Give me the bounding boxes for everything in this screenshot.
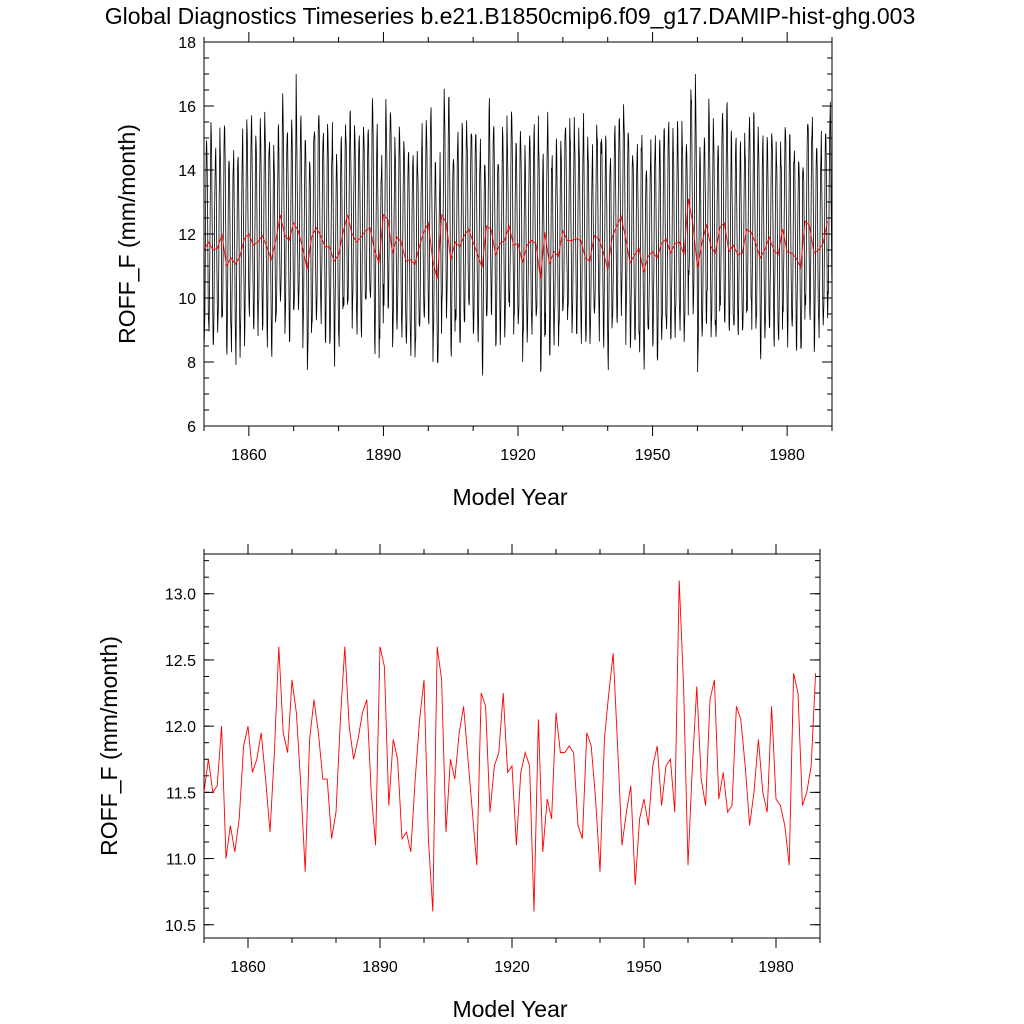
- top-series: [203, 73, 833, 376]
- bottom-panel: 10.5 11.0 11.5 12.0 12.5 13.0 1860 1890 1920 195…: [96, 544, 821, 1022]
- x-tick-label: 1950: [635, 447, 671, 464]
- bottom-x-ticks: 1860 1890 1920 1950 1980: [203, 544, 821, 976]
- y-tick-label: 11.0: [166, 852, 196, 869]
- y-tick-label: 6: [187, 419, 196, 436]
- top-panel: 6 8 10 12 14 16 18 1860 1890 1920 1950 1980 Model …: [114, 32, 833, 510]
- y-tick-label: 12.0: [165, 719, 196, 736]
- y-tick-label: 18: [178, 35, 196, 52]
- bottom-y-axis-label: ROFF_F (mm/month): [96, 636, 122, 856]
- y-tick-label: 12.5: [165, 653, 196, 670]
- bottom-series: [203, 580, 817, 912]
- y-tick-label: 8: [187, 355, 196, 372]
- figure-title: Global Diagnostics Timeseries b.e21.B185…: [105, 3, 916, 29]
- x-tick-label: 1860: [230, 959, 266, 976]
- bottom-y-ticks: 10.5 11.0 11.5 12.0 12.5 13.0: [165, 560, 820, 935]
- annual-series-line: [203, 580, 817, 912]
- y-tick-label: 10.5: [165, 918, 196, 935]
- y-tick-label: 12: [178, 227, 196, 244]
- y-tick-label: 11.5: [166, 785, 196, 802]
- x-tick-label: 1920: [494, 959, 530, 976]
- top-y-axis-label: ROFF_F (mm/month): [114, 124, 140, 344]
- x-tick-label: 1920: [500, 447, 536, 464]
- y-tick-label: 16: [178, 99, 196, 116]
- bottom-plot-frame: [203, 553, 821, 939]
- x-tick-label: 1980: [758, 959, 794, 976]
- x-tick-label: 1980: [769, 447, 805, 464]
- top-x-ticks: 1860 1890 1920 1950 1980: [203, 32, 833, 464]
- top-y-ticks: 6 8 10 12 14 16 18: [178, 35, 832, 436]
- annual-series-line: [203, 198, 828, 279]
- x-tick-label: 1890: [362, 959, 398, 976]
- y-tick-label: 14: [178, 163, 196, 180]
- top-x-axis-label: Model Year: [452, 484, 567, 510]
- x-tick-label: 1890: [366, 447, 402, 464]
- y-tick-label: 13.0: [165, 587, 196, 604]
- bottom-x-axis-label: Model Year: [452, 996, 567, 1022]
- y-tick-label: 10: [178, 291, 196, 308]
- top-plot-frame: [203, 41, 833, 427]
- x-tick-label: 1950: [626, 959, 662, 976]
- x-tick-label: 1860: [231, 447, 267, 464]
- monthly-series-line: [203, 73, 833, 376]
